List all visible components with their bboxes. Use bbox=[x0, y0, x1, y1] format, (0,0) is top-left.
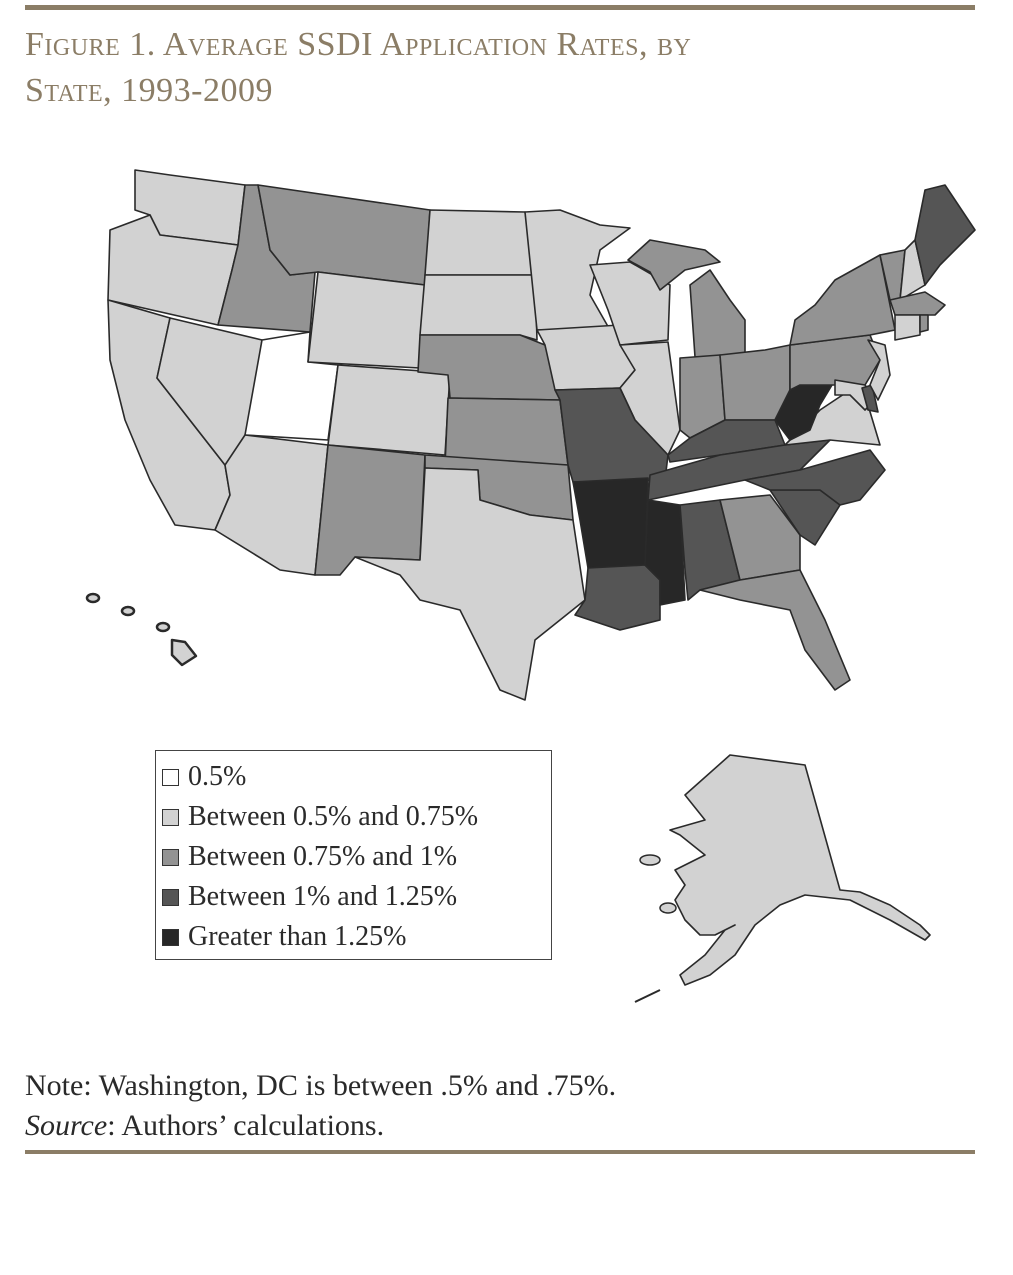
figure-notes: Note: Washington, DC is between .5% and … bbox=[25, 1066, 616, 1146]
state-nm bbox=[314, 444, 426, 576]
legend-item-0: 0.5% bbox=[162, 757, 551, 797]
state-hi bbox=[85, 592, 198, 667]
legend-item-4: Greater than 1.25% bbox=[162, 917, 551, 957]
us-choropleth-map bbox=[85, 169, 976, 701]
state-sd bbox=[419, 274, 538, 341]
legend-label: Between 0.75% and 1% bbox=[188, 841, 458, 872]
legend-label: 0.5% bbox=[188, 761, 247, 792]
state-co bbox=[327, 364, 451, 456]
state-ct bbox=[894, 314, 921, 341]
legend-item-1: Between 0.5% and 0.75% bbox=[162, 797, 551, 837]
source-line: Source: Authors’ calculations. bbox=[25, 1106, 616, 1146]
source-text: : Authors’ calculations. bbox=[107, 1109, 385, 1142]
state-ks bbox=[444, 397, 569, 466]
state-me bbox=[914, 184, 976, 286]
state-ri bbox=[919, 314, 929, 333]
legend-swatch-black bbox=[162, 928, 179, 946]
map-legend: 0.5% Between 0.5% and 0.75% Between 0.75… bbox=[155, 750, 552, 960]
legend-swatch-dark-gray bbox=[162, 888, 179, 906]
alaska-inset bbox=[634, 754, 931, 1003]
legend-swatch-white bbox=[162, 768, 179, 786]
state-ak bbox=[669, 754, 931, 986]
bottom-rule bbox=[25, 1150, 975, 1154]
state-nj bbox=[867, 339, 891, 401]
state-tn bbox=[647, 439, 831, 501]
state-wy bbox=[307, 271, 426, 369]
state-nc bbox=[744, 449, 886, 506]
legend-swatch-light-gray bbox=[162, 808, 179, 826]
figure-title: Figure 1. Average SSDI Application Rates… bbox=[25, 22, 985, 114]
title-line-1: Figure 1. Average SSDI Application Rates… bbox=[25, 26, 692, 63]
state-oh bbox=[719, 344, 791, 421]
state-de bbox=[861, 384, 879, 413]
legend-label: Between 0.5% and 0.75% bbox=[188, 801, 479, 832]
state-ky bbox=[667, 419, 786, 463]
state-ma bbox=[889, 291, 946, 316]
state-mi-upper bbox=[627, 239, 721, 291]
state-fl bbox=[699, 569, 851, 691]
title-line-2: State, 1993-2009 bbox=[25, 72, 273, 109]
state-ga bbox=[719, 494, 801, 581]
state-az bbox=[214, 434, 329, 576]
state-tx bbox=[354, 467, 586, 701]
state-mi bbox=[689, 269, 746, 358]
legend-label: Greater than 1.25% bbox=[188, 921, 407, 952]
legend-swatch-mid-gray bbox=[162, 848, 179, 866]
state-ar bbox=[572, 477, 649, 569]
state-nd bbox=[424, 209, 536, 276]
legend-label: Between 1% and 1.25% bbox=[188, 881, 458, 912]
source-label: Source bbox=[25, 1109, 108, 1142]
legend-item-3: Between 1% and 1.25% bbox=[162, 877, 551, 917]
state-ny bbox=[789, 254, 896, 346]
note-text: Note: Washington, DC is between .5% and … bbox=[25, 1069, 617, 1102]
legend-item-2: Between 0.75% and 1% bbox=[162, 837, 551, 877]
state-la bbox=[574, 564, 661, 631]
top-rule bbox=[25, 5, 975, 10]
